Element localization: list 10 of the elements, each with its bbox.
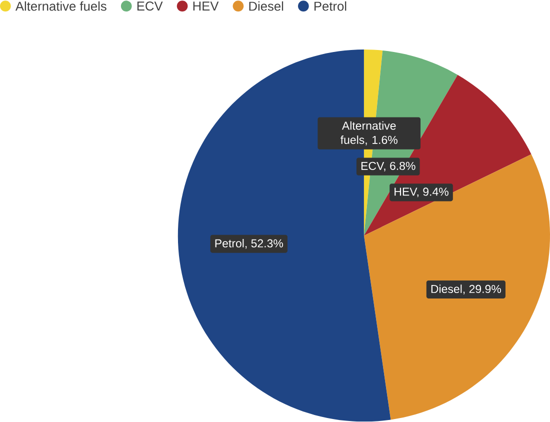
legend-label: Diesel	[249, 2, 284, 11]
data-label: HEV, 9.4%	[394, 188, 448, 198]
data-label: Petrol, 52.3%	[215, 239, 284, 249]
legend-label: Alternative fuels	[15, 2, 106, 11]
legend-label: HEV	[193, 2, 219, 11]
data-label: Alternative fuels, 1.6%	[340, 121, 398, 146]
data-label: ECV, 6.8%	[361, 162, 416, 172]
legend-label: ECV	[137, 2, 163, 11]
legend-label: Petrol	[314, 2, 346, 11]
data-label: Diesel, 29.9%	[431, 284, 501, 295]
